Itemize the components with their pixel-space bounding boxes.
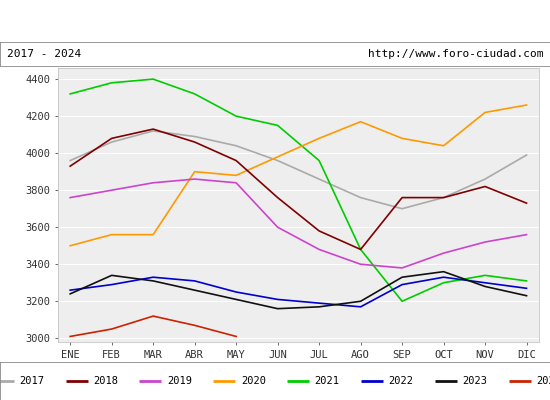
Text: 2017 - 2024: 2017 - 2024 xyxy=(7,49,81,59)
Text: http://www.foro-ciudad.com: http://www.foro-ciudad.com xyxy=(368,49,543,59)
Text: 2018: 2018 xyxy=(93,376,118,386)
Text: Evolucion del paro registrado en Alcantarilla: Evolucion del paro registrado en Alcanta… xyxy=(121,14,429,28)
Text: 2023: 2023 xyxy=(463,376,487,386)
Text: 2024: 2024 xyxy=(536,376,550,386)
Text: 2021: 2021 xyxy=(315,376,340,386)
Text: 2022: 2022 xyxy=(388,376,414,386)
Text: 2020: 2020 xyxy=(241,376,266,386)
Text: 2019: 2019 xyxy=(167,376,192,386)
Text: 2017: 2017 xyxy=(19,376,44,386)
